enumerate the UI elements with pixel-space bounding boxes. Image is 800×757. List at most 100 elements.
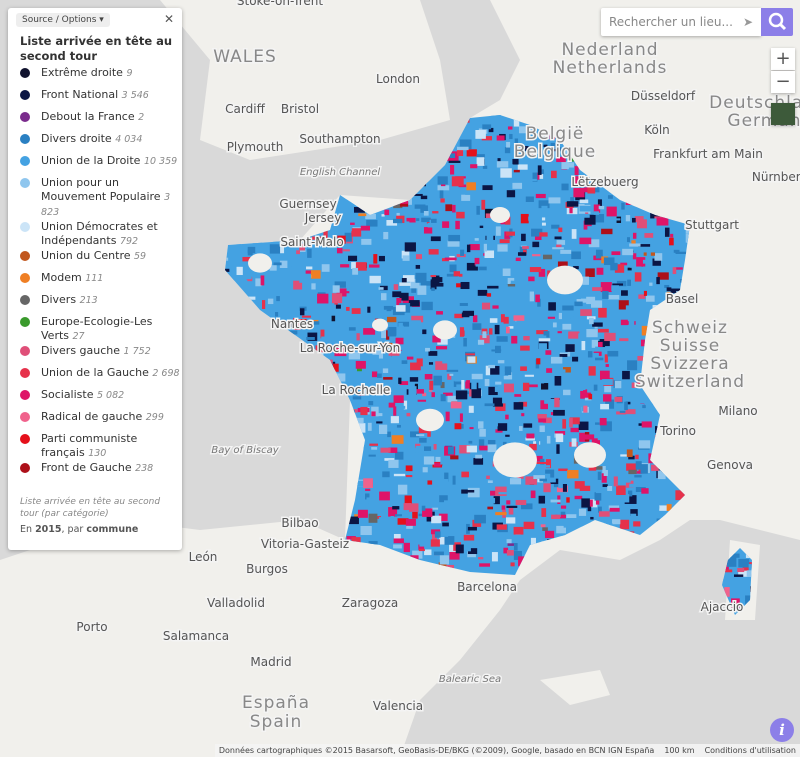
commune — [560, 249, 572, 254]
commune — [594, 570, 601, 576]
commune — [305, 486, 312, 494]
place-label: Düsseldorf — [631, 89, 696, 103]
commune — [351, 228, 362, 237]
commune — [564, 584, 569, 587]
place-label: Bristol — [281, 102, 319, 116]
commune — [532, 585, 543, 589]
commune — [611, 285, 619, 292]
commune — [446, 369, 459, 372]
zoom-out[interactable]: − — [771, 71, 795, 93]
commune — [504, 145, 511, 154]
commune — [227, 179, 235, 186]
legend-name: Divers gauche — [41, 344, 121, 357]
commune — [534, 455, 543, 462]
commune — [279, 501, 287, 512]
commune — [311, 236, 321, 240]
commune — [477, 339, 485, 345]
commune — [348, 201, 356, 209]
commune — [245, 222, 256, 230]
legend-text: Radical de gauche 299 — [41, 410, 164, 425]
commune — [556, 485, 568, 493]
commune — [666, 504, 672, 512]
commune — [253, 470, 262, 480]
commune — [595, 346, 599, 351]
commune — [279, 456, 288, 461]
source-options-button[interactable]: Source / Options ▾ — [16, 13, 110, 27]
commune — [459, 413, 463, 422]
zoom-in[interactable]: + — [771, 48, 795, 70]
commune — [635, 461, 642, 470]
legend-name: Divers — [41, 293, 77, 306]
place-label: Frankfurt am Main — [653, 147, 763, 161]
commune — [607, 486, 613, 491]
commune — [335, 478, 342, 484]
commune — [505, 414, 509, 420]
commune — [406, 356, 414, 360]
commune — [547, 588, 552, 592]
commune — [386, 171, 390, 178]
commune — [312, 391, 317, 401]
place-label: Balearic Sea — [439, 674, 501, 685]
commune — [636, 471, 642, 474]
locate-icon[interactable]: ➤ — [742, 15, 753, 29]
commune — [650, 600, 655, 606]
commune — [575, 289, 581, 300]
close-button[interactable]: ✕ — [163, 12, 174, 26]
commune — [573, 266, 579, 270]
commune — [624, 616, 632, 620]
commune — [459, 302, 468, 306]
commune — [604, 354, 608, 363]
commune — [236, 489, 243, 492]
commune — [599, 370, 610, 380]
commune — [603, 257, 615, 266]
commune — [482, 331, 487, 339]
commune — [554, 617, 566, 626]
commune — [377, 373, 382, 378]
commune — [591, 231, 603, 236]
terms-link[interactable]: Conditions d'utilisation — [704, 746, 796, 755]
commune — [676, 566, 681, 571]
search-input[interactable]: Rechercher un lieu... ➤ — [601, 8, 761, 36]
commune — [384, 458, 395, 461]
info-button[interactable]: i — [770, 718, 794, 742]
commune — [495, 403, 506, 412]
commune — [371, 411, 376, 417]
commune — [610, 262, 618, 271]
commune — [561, 183, 569, 191]
attribution-bar: Données cartographiques ©2015 Basarsoft,… — [214, 744, 800, 757]
commune — [556, 444, 560, 454]
commune — [568, 220, 576, 227]
commune — [404, 221, 410, 225]
commune — [444, 500, 451, 507]
commune — [628, 469, 637, 475]
commune — [642, 405, 646, 409]
commune — [505, 216, 511, 225]
commune — [591, 339, 599, 348]
map-type-toggle[interactable] — [771, 103, 795, 125]
commune — [555, 433, 564, 443]
commune — [370, 366, 379, 372]
commune — [675, 490, 687, 501]
commune — [497, 244, 508, 252]
commune — [379, 154, 383, 162]
commune — [284, 355, 295, 361]
place-label: English Channel — [300, 167, 381, 178]
commune — [644, 233, 654, 238]
commune — [635, 486, 646, 493]
commune — [342, 249, 354, 252]
commune — [683, 524, 689, 531]
search-button[interactable] — [761, 8, 793, 36]
commune — [352, 480, 364, 487]
commune — [331, 293, 343, 304]
commune — [694, 544, 702, 550]
year[interactable]: 2015 — [35, 524, 62, 535]
commune — [437, 146, 448, 154]
commune — [605, 611, 614, 615]
legend-year: En 2015, par commune — [20, 524, 138, 535]
commune — [417, 285, 427, 295]
commune — [541, 383, 549, 390]
commune — [574, 301, 583, 307]
commune — [415, 254, 423, 260]
commune — [225, 473, 229, 479]
unit[interactable]: commune — [86, 524, 139, 535]
